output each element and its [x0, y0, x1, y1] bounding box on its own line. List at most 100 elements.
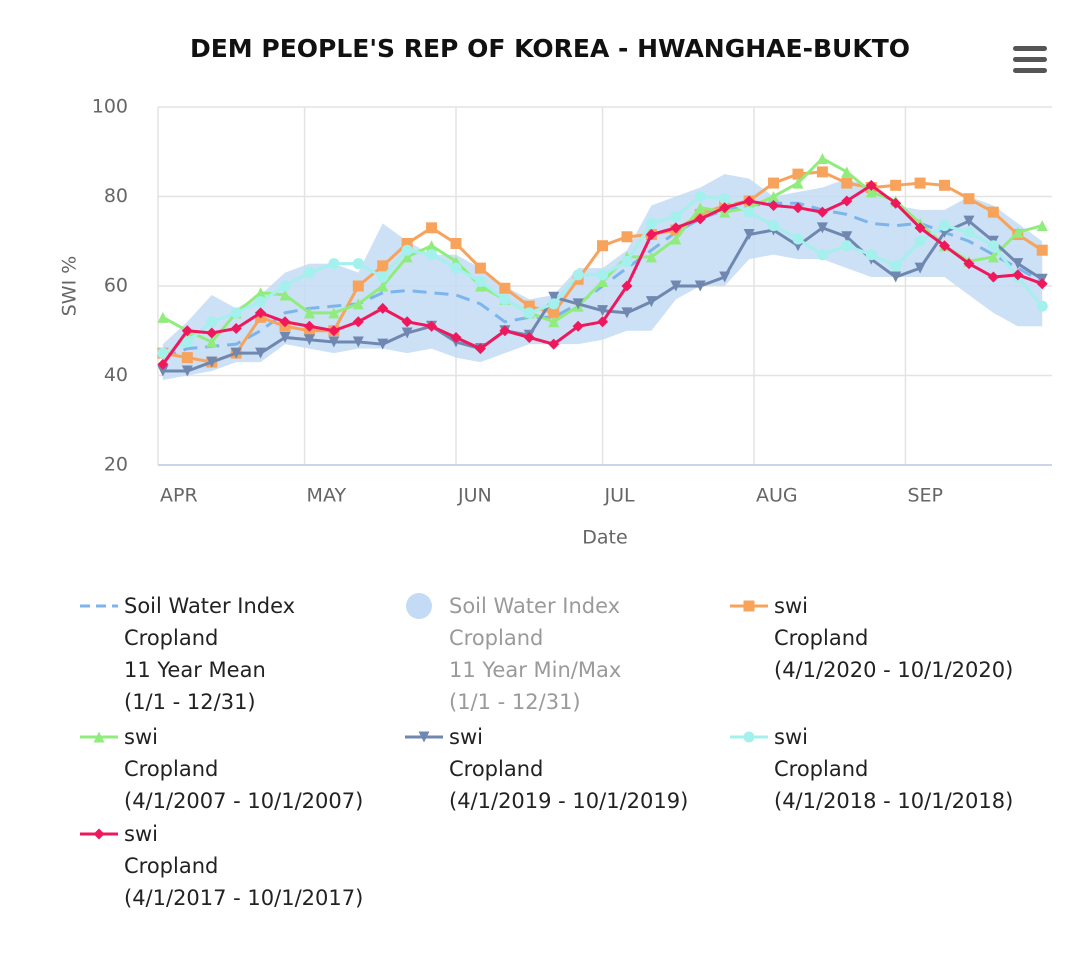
marker [621, 307, 633, 319]
legend-symbol [730, 600, 768, 612]
marker [694, 213, 706, 225]
marker [768, 199, 780, 211]
marker [645, 296, 657, 308]
marker [572, 320, 584, 332]
marker [328, 307, 340, 319]
y-tick-label: 40 [104, 364, 128, 386]
marker [816, 206, 828, 218]
marker [963, 226, 975, 238]
marker [255, 307, 267, 319]
marker [157, 365, 169, 377]
marker [328, 258, 340, 270]
marker [450, 237, 462, 249]
marker [426, 240, 438, 252]
marker [157, 358, 169, 370]
marker [474, 343, 486, 355]
marker [401, 237, 413, 249]
marker [792, 233, 804, 245]
marker [377, 280, 389, 292]
marker [1012, 226, 1024, 238]
marker [474, 262, 486, 274]
marker [206, 327, 218, 339]
marker [328, 336, 340, 348]
marker [597, 269, 609, 281]
marker [890, 260, 902, 272]
x-tick-label: APR [160, 485, 198, 507]
marker [572, 298, 584, 310]
menu-button[interactable] [1013, 46, 1047, 73]
marker [401, 251, 413, 263]
marker [914, 262, 926, 274]
marker [181, 336, 193, 348]
marker [418, 731, 430, 743]
marker [279, 289, 291, 301]
marker [987, 206, 999, 218]
y-tick-label: 60 [104, 275, 128, 297]
marker [181, 365, 193, 377]
marker [450, 262, 462, 274]
marker [865, 179, 877, 191]
marker [890, 197, 902, 209]
marker [93, 828, 105, 840]
marker [181, 352, 193, 364]
marker [670, 222, 682, 234]
marker [841, 195, 853, 207]
marker [499, 293, 511, 305]
marker [206, 316, 218, 328]
marker [743, 731, 755, 743]
marker [157, 311, 169, 323]
marker [987, 240, 999, 252]
marker [548, 298, 560, 310]
marker [523, 307, 535, 319]
legend-label: swi Cropland (4/1/2020 - 10/1/2020) [774, 594, 1014, 682]
marker [621, 231, 633, 243]
y-tick-label: 80 [104, 185, 128, 207]
marker [279, 316, 291, 328]
marker [743, 206, 755, 218]
marker [548, 307, 560, 319]
legend-symbol [730, 731, 768, 743]
marker [426, 320, 438, 332]
marker [987, 271, 999, 283]
marker [939, 220, 951, 232]
marker [694, 280, 706, 292]
marker [401, 327, 413, 339]
legend-symbol [80, 604, 118, 608]
legend-symbol [406, 593, 432, 619]
chart-title: DEM PEOPLE'S REP OF KOREA - HWANGHAE-BUK… [190, 34, 910, 63]
marker [963, 193, 975, 205]
marker [352, 280, 364, 292]
marker [377, 271, 389, 283]
x-tick-label: SEP [907, 485, 943, 507]
marker [279, 331, 291, 343]
menu-bar [1013, 46, 1047, 51]
marker [255, 296, 267, 308]
x-axis-label: Date [582, 527, 627, 549]
marker [597, 276, 609, 288]
legend-label: swi Cropland (4/1/2018 - 10/1/2018) [774, 725, 1014, 813]
marker [572, 269, 584, 281]
x-tick-label: JUL [604, 485, 636, 507]
marker [426, 222, 438, 234]
marker [255, 347, 267, 359]
marker [914, 235, 926, 247]
x-tick-label: MAY [307, 485, 347, 507]
marker [670, 233, 682, 245]
legend-label: swi Cropland (4/1/2007 - 10/1/2007) [124, 725, 364, 813]
marker [548, 316, 560, 328]
marker [645, 251, 657, 263]
marker [719, 193, 731, 205]
marker [621, 280, 633, 292]
marker [230, 323, 242, 335]
marker [303, 307, 315, 319]
marker [768, 191, 780, 202]
marker [352, 258, 364, 270]
legend-label: swi Cropland (4/1/2017 - 10/1/2017) [124, 822, 364, 910]
marker [377, 338, 389, 350]
marker [719, 271, 731, 283]
marker [914, 177, 926, 189]
marker [328, 325, 340, 337]
marker [548, 338, 560, 350]
marker [816, 166, 828, 178]
marker [890, 271, 902, 283]
